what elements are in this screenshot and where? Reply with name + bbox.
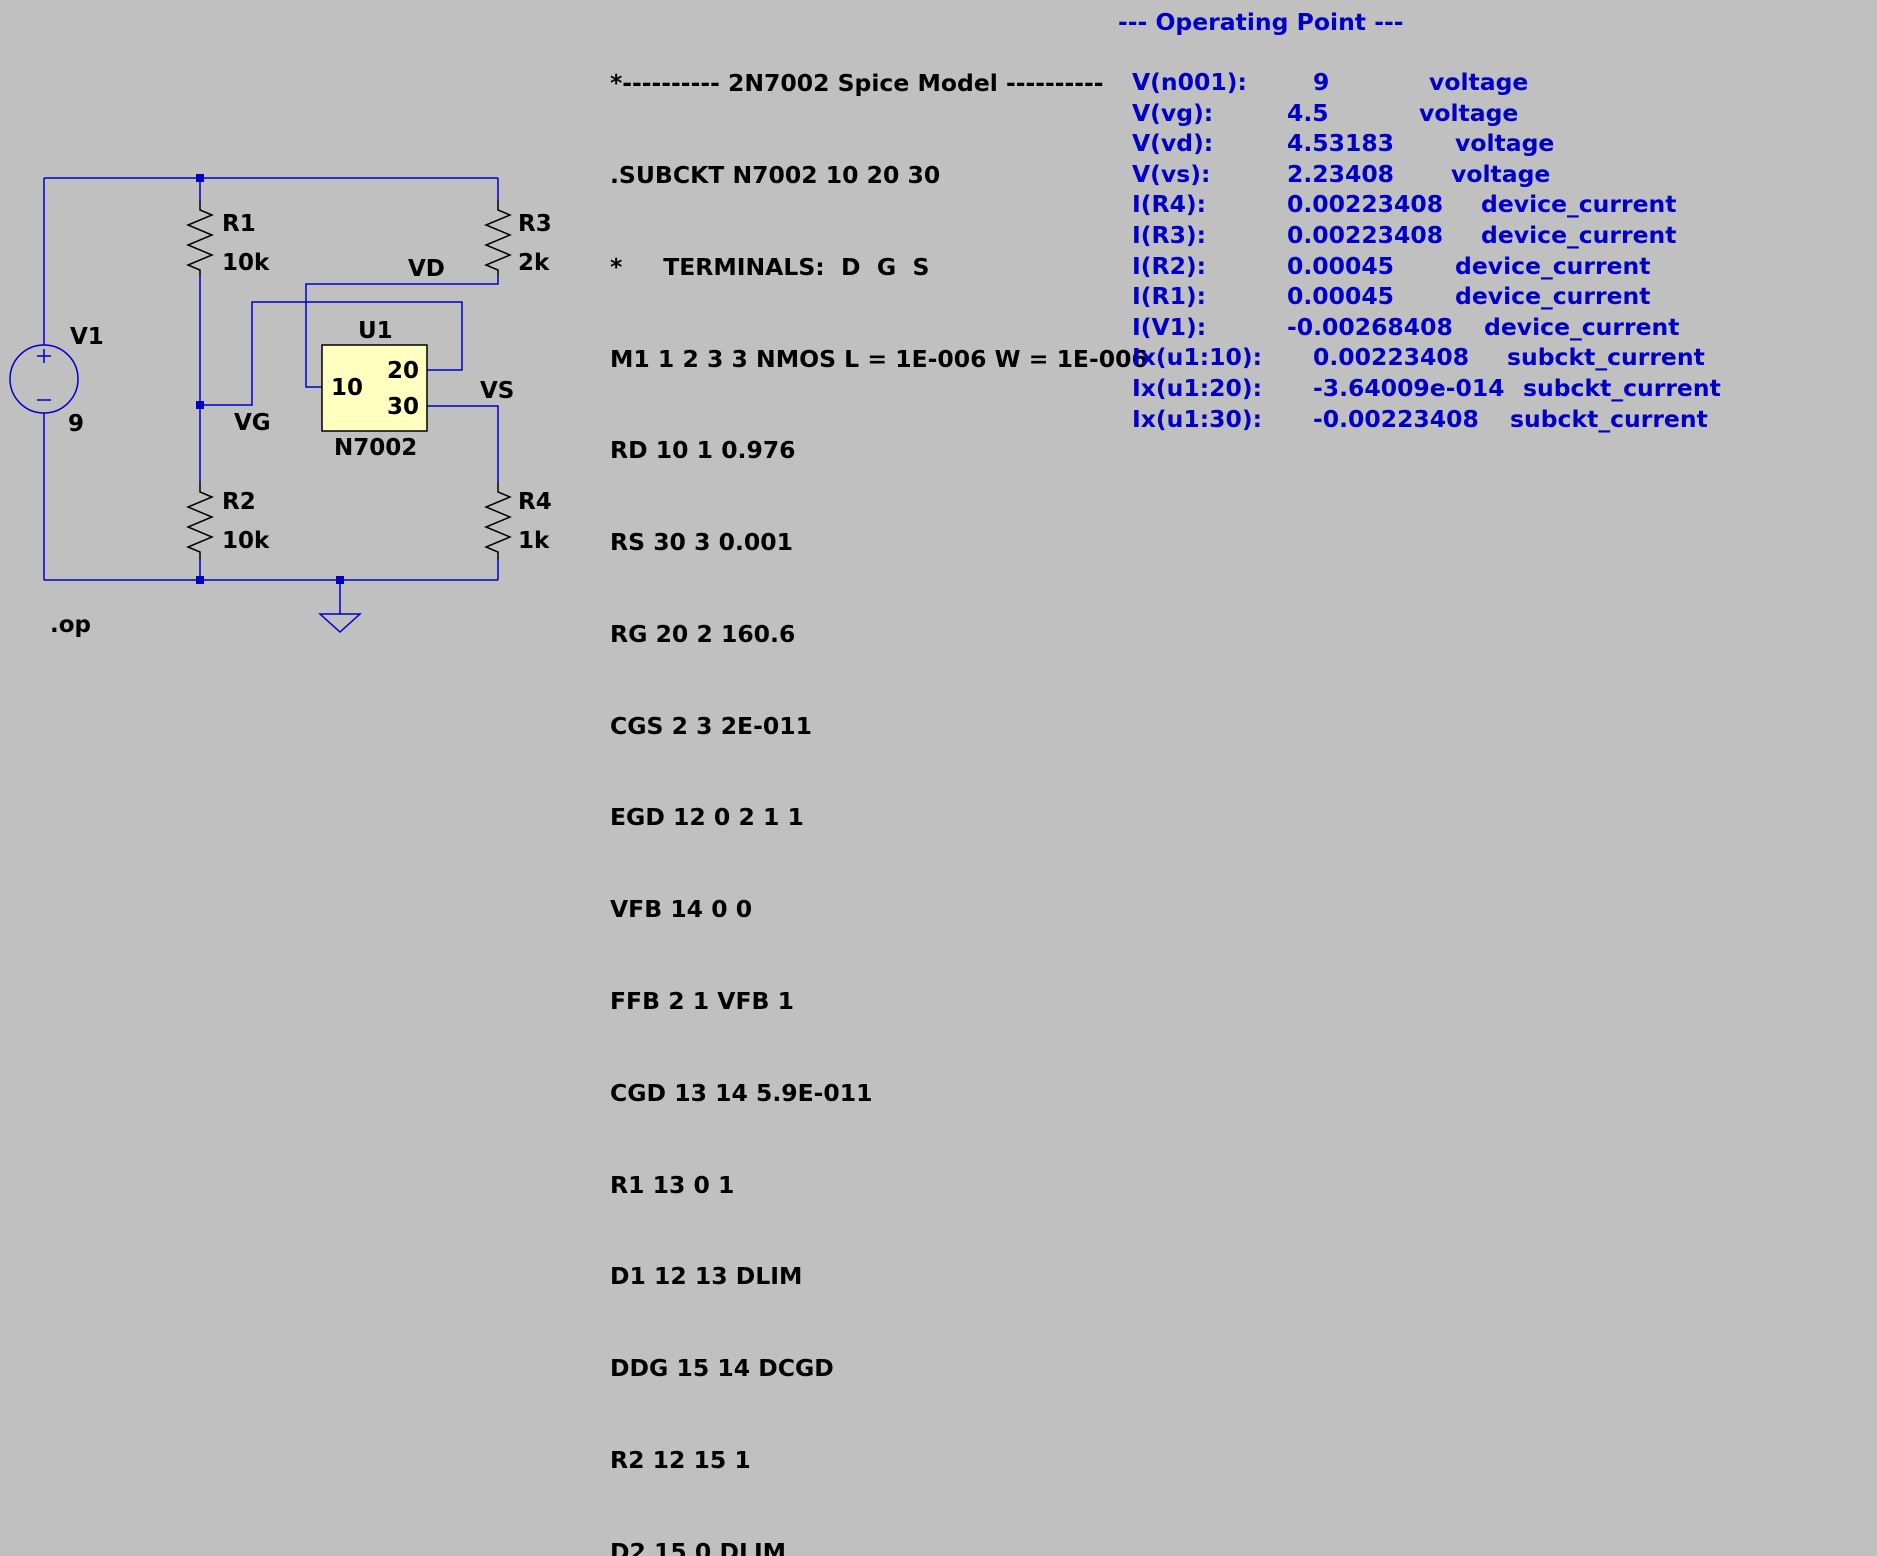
- r2-name-label: R2: [222, 489, 256, 515]
- op-row-value: 4.53183: [1287, 129, 1395, 158]
- resistor-r4[interactable]: [484, 482, 512, 560]
- spice-line: EGD 12 0 2 1 1: [610, 803, 804, 832]
- op-row-value: -0.00268408: [1287, 312, 1453, 341]
- op-directive[interactable]: .op: [50, 612, 91, 638]
- resistor-r3[interactable]: [484, 200, 512, 276]
- v1-value-label: 9: [68, 411, 84, 437]
- op-row-type: device_current: [1481, 190, 1677, 219]
- spice-line: RD 10 1 0.976: [610, 436, 796, 465]
- spice-line: *---------- 2N7002 Spice Model ---------…: [610, 69, 1104, 98]
- resistors: [186, 200, 512, 560]
- junction-dots: [196, 174, 344, 584]
- op-row-name: V(vg):: [1132, 98, 1214, 127]
- op-row-name: Ix(u1:20):: [1132, 374, 1262, 402]
- circuit-schematic: V1 9 R1 10k R2 10k R3 2k R4 1k U1 N7002 …: [9, 174, 552, 638]
- op-row-value: 4.5: [1287, 98, 1329, 127]
- spice-line: VFB 14 0 0: [610, 895, 753, 924]
- spice-line: M1 1 2 3 3 NMOS L = 1E-006 W = 1E-006: [610, 344, 1148, 373]
- op-row-type: voltage: [1455, 129, 1555, 158]
- op-row-type: voltage: [1451, 159, 1551, 188]
- spice-line: D1 12 13 DLIM: [610, 1262, 803, 1291]
- r4-value-label: 1k: [518, 528, 550, 554]
- v1-name-label: V1: [70, 324, 104, 350]
- op-row-value: -0.00223408: [1313, 404, 1479, 433]
- wire-vg[interactable]: [200, 301, 463, 406]
- u1-pin-30-label: 30: [387, 394, 419, 420]
- junction-dot: [336, 576, 344, 584]
- r3-name-label: R3: [518, 211, 552, 237]
- op-row-type: subckt_current: [1510, 404, 1708, 433]
- u1-pin-20-label: 20: [387, 358, 419, 384]
- u1-symbol-body[interactable]: [321, 344, 428, 432]
- op-row-type: voltage: [1419, 98, 1519, 127]
- spice-line: R1 13 0 1: [610, 1170, 735, 1199]
- wires: [43, 177, 499, 614]
- r2-value-label: 10k: [222, 528, 270, 554]
- spice-line: DDG 15 14 DCGD: [610, 1354, 834, 1383]
- spice-line: FFB 2 1 VFB 1: [610, 987, 794, 1015]
- op-row-type: device_current: [1455, 282, 1651, 311]
- op-row-name: V(vs):: [1132, 159, 1211, 188]
- u1-model-label: N7002: [334, 435, 417, 461]
- spice-line: D2 15 0 DLIM: [610, 1537, 787, 1556]
- spice-line: CGD 13 14 5.9E-011: [610, 1078, 873, 1107]
- u1-pin-10-label: 10: [331, 375, 363, 401]
- spice-line: RG 20 2 160.6: [610, 619, 796, 648]
- junction-dot: [196, 576, 204, 584]
- op-row-type: device_current: [1484, 312, 1680, 341]
- voltage-source-v1[interactable]: [9, 344, 79, 414]
- op-row-value: 2.23408: [1287, 159, 1395, 188]
- op-row-value: 0.00223408: [1313, 343, 1470, 372]
- op-row-name: Ix(u1:10):: [1132, 343, 1262, 372]
- u1-name-label: U1: [358, 318, 393, 344]
- resistor-r2[interactable]: [186, 482, 214, 560]
- spice-line: * TERMINALS: D G S: [610, 252, 930, 281]
- spice-line: .SUBCKT N7002 10 20 30: [610, 160, 941, 189]
- net-label-vs[interactable]: VS: [480, 378, 514, 404]
- spice-line: RS 30 3 0.001: [610, 528, 793, 557]
- op-row-name: V(vd):: [1132, 129, 1214, 158]
- net-label-vd[interactable]: VD: [408, 256, 445, 282]
- ground-symbol[interactable]: [318, 613, 362, 634]
- spice-line: R2 12 15 1: [610, 1445, 751, 1474]
- op-row-type: voltage: [1429, 68, 1529, 96]
- source-circle: [9, 344, 79, 414]
- junction-dot: [196, 401, 204, 409]
- op-row-value: 0.00223408: [1287, 221, 1444, 249]
- wire-vs[interactable]: [427, 405, 499, 482]
- op-row-name: I(R3):: [1132, 221, 1207, 249]
- spice-model-text[interactable]: *---------- 2N7002 Spice Model ---------…: [610, 7, 1877, 1556]
- op-row-type: device_current: [1455, 251, 1651, 280]
- op-row-value: 0.00045: [1287, 282, 1395, 311]
- spice-line: CGS 2 3 2E-011: [610, 711, 812, 740]
- op-row-name: I(R1):: [1132, 282, 1207, 311]
- r1-value-label: 10k: [222, 250, 270, 276]
- r4-name-label: R4: [518, 489, 552, 515]
- r1-name-label: R1: [222, 211, 256, 237]
- junction-dot: [196, 174, 204, 182]
- op-row-name: I(R4):: [1132, 190, 1207, 219]
- net-label-vg[interactable]: VG: [234, 410, 271, 436]
- resistor-r1[interactable]: [186, 200, 214, 276]
- op-row-name: Ix(u1:30):: [1132, 404, 1262, 433]
- r3-value-label: 2k: [518, 250, 550, 276]
- op-row-name: V(n001):: [1132, 68, 1247, 96]
- op-row-type: subckt_current: [1523, 374, 1721, 402]
- op-row-name: I(V1):: [1132, 312, 1207, 341]
- wire-vd[interactable]: [305, 276, 499, 388]
- op-row-value: 0.00223408: [1287, 190, 1444, 219]
- op-row-name: I(R2):: [1132, 251, 1207, 280]
- operating-point-header: --- Operating Point ---: [1118, 8, 1404, 36]
- op-row-type: subckt_current: [1507, 343, 1705, 372]
- op-row-value: 0.00045: [1287, 251, 1395, 280]
- op-row-value: -3.64009e-014: [1313, 374, 1505, 402]
- op-row-type: device_current: [1481, 221, 1677, 249]
- op-row-value: 9: [1313, 68, 1330, 96]
